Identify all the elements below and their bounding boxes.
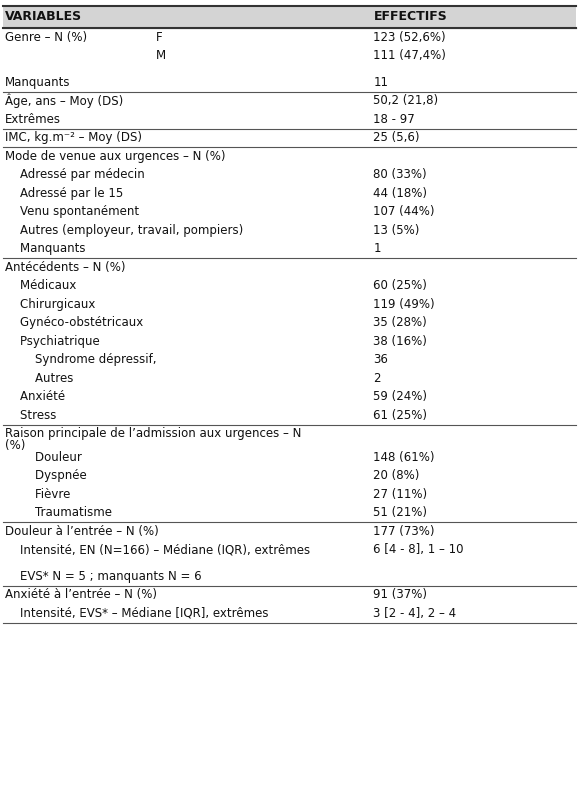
Text: 50,2 (21,8): 50,2 (21,8) (373, 95, 438, 107)
Text: 51 (21%): 51 (21%) (373, 506, 427, 519)
Text: Raison principale de l’admission aux urgences – N: Raison principale de l’admission aux urg… (5, 427, 301, 440)
Text: 148 (61%): 148 (61%) (373, 451, 435, 463)
Text: Mode de venue aux urgences – N (%): Mode de venue aux urgences – N (%) (5, 149, 225, 163)
Text: 27 (11%): 27 (11%) (373, 488, 427, 501)
Text: Syndrome dépressif,: Syndrome dépressif, (5, 353, 156, 366)
Text: Autres: Autres (5, 372, 73, 385)
Text: Traumatisme: Traumatisme (5, 506, 112, 519)
Text: Genre – N (%): Genre – N (%) (5, 31, 87, 44)
Text: Manquants: Manquants (5, 242, 85, 255)
Text: 6 [4 - 8], 1 – 10: 6 [4 - 8], 1 – 10 (373, 543, 464, 556)
Text: Anxiété: Anxiété (5, 390, 65, 403)
Text: 2: 2 (373, 372, 381, 385)
Text: Stress: Stress (5, 409, 56, 422)
Text: Psychiatrique: Psychiatrique (5, 335, 100, 347)
Text: 13 (5%): 13 (5%) (373, 223, 420, 237)
Text: (%): (%) (5, 439, 25, 452)
Text: Médicaux: Médicaux (5, 279, 76, 293)
Text: 91 (37%): 91 (37%) (373, 588, 427, 601)
Text: Adressé par médecin: Adressé par médecin (5, 169, 144, 181)
Text: 1: 1 (373, 242, 381, 255)
Text: 111 (47,4%): 111 (47,4%) (373, 49, 446, 62)
Text: EFFECTIFS: EFFECTIFS (373, 10, 447, 24)
Text: Chirurgicaux: Chirurgicaux (5, 298, 95, 311)
Text: Venu spontanément: Venu spontanément (5, 205, 139, 219)
Text: 44 (18%): 44 (18%) (373, 187, 427, 200)
Text: 11: 11 (373, 76, 389, 89)
Text: Manquants: Manquants (5, 76, 70, 89)
Text: 177 (73%): 177 (73%) (373, 525, 435, 537)
Text: 20 (8%): 20 (8%) (373, 469, 420, 483)
Text: Adressé par le 15: Adressé par le 15 (5, 187, 123, 200)
Text: 3 [2 - 4], 2 – 4: 3 [2 - 4], 2 – 4 (373, 607, 457, 620)
Text: 123 (52,6%): 123 (52,6%) (373, 31, 446, 44)
Bar (3, 6, 576, 28)
Text: Dyspnée: Dyspnée (5, 469, 86, 483)
Text: 25 (5,6): 25 (5,6) (373, 131, 420, 144)
Text: 35 (28%): 35 (28%) (373, 316, 427, 329)
Text: Extrêmes: Extrêmes (5, 113, 61, 126)
Text: Antécédents – N (%): Antécédents – N (%) (5, 261, 125, 273)
Text: Fièvre: Fièvre (5, 488, 70, 501)
Text: F: F (156, 31, 163, 44)
Text: VARIABLES: VARIABLES (5, 10, 82, 24)
Text: EVS* N = 5 ; manquants N = 6: EVS* N = 5 ; manquants N = 6 (5, 570, 201, 583)
Text: Gynéco-obstétricaux: Gynéco-obstétricaux (5, 316, 143, 329)
Text: 36: 36 (373, 353, 389, 366)
Text: 59 (24%): 59 (24%) (373, 390, 427, 403)
Text: Intensité, EVS* – Médiane [IQR], extrêmes: Intensité, EVS* – Médiane [IQR], extrême… (5, 607, 268, 620)
Text: Douleur à l’entrée – N (%): Douleur à l’entrée – N (%) (5, 525, 159, 537)
Text: M: M (156, 49, 166, 62)
Text: 61 (25%): 61 (25%) (373, 409, 427, 422)
Text: Douleur: Douleur (5, 451, 82, 463)
Text: 80 (33%): 80 (33%) (373, 169, 427, 181)
Text: Âge, ans – Moy (DS): Âge, ans – Moy (DS) (5, 94, 123, 108)
Text: Anxiété à l’entrée – N (%): Anxiété à l’entrée – N (%) (5, 588, 157, 601)
Text: 119 (49%): 119 (49%) (373, 298, 435, 311)
Text: Intensité, EN (N=166) – Médiane (IQR), extrêmes: Intensité, EN (N=166) – Médiane (IQR), e… (5, 543, 310, 556)
Text: 107 (44%): 107 (44%) (373, 205, 435, 219)
Text: 60 (25%): 60 (25%) (373, 279, 427, 293)
Text: 18 - 97: 18 - 97 (373, 113, 415, 126)
Text: 38 (16%): 38 (16%) (373, 335, 427, 347)
Text: IMC, kg.m⁻² – Moy (DS): IMC, kg.m⁻² – Moy (DS) (5, 131, 142, 144)
Text: Autres (employeur, travail, pompiers): Autres (employeur, travail, pompiers) (5, 223, 243, 237)
